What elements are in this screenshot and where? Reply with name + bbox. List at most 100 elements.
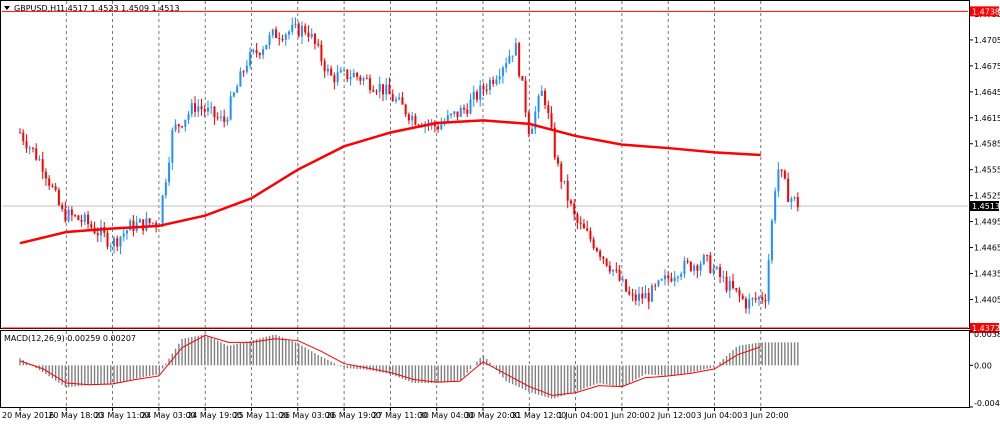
candle-body — [304, 26, 307, 33]
candle-body — [70, 209, 73, 216]
candle-body — [634, 294, 637, 301]
candle-body — [411, 115, 414, 121]
candle-body — [51, 185, 54, 187]
candle-body — [680, 273, 683, 277]
candle-body — [35, 148, 38, 160]
candle-body — [200, 106, 203, 109]
candle-body — [683, 260, 686, 274]
candle-body — [362, 78, 365, 81]
low-price-badge — [970, 323, 999, 333]
candle-body — [485, 89, 488, 91]
candle-body — [171, 130, 174, 163]
candle-body — [650, 285, 653, 302]
price-axis[interactable]: 1.47351.47051.46751.46451.46151.45851.45… — [969, 6, 1000, 333]
macd-axis[interactable]: 0.00388 0.00 -0.00471 — [969, 330, 1000, 408]
candle-body — [265, 44, 268, 50]
candle-body — [706, 255, 709, 257]
candle-body — [181, 126, 184, 128]
candle-body — [190, 103, 193, 115]
candle-body — [174, 124, 177, 131]
candle-body — [281, 38, 284, 40]
candle-body — [138, 219, 141, 223]
candle-body — [488, 79, 491, 91]
candle-body — [375, 91, 378, 93]
candle-body — [119, 236, 122, 247]
candle-body — [657, 280, 660, 286]
candle-body — [693, 265, 696, 271]
candle-body — [569, 200, 572, 204]
candle-body — [278, 37, 281, 39]
candle-body — [232, 92, 235, 97]
candle-body — [310, 33, 313, 37]
price-chart-frame[interactable] — [0, 0, 970, 329]
candle-body — [660, 279, 663, 281]
macd-tick-label: 0.00388 — [974, 330, 1000, 339]
candle-body — [320, 44, 323, 62]
candle-body — [262, 49, 265, 56]
time-tick-label: 30 May 20:00 — [465, 411, 520, 420]
candle-body — [770, 220, 773, 261]
candle-body — [268, 35, 271, 45]
time-tick-label: 3 Jun 20:00 — [743, 411, 789, 420]
candle-body — [466, 109, 469, 114]
candle-body — [151, 222, 154, 224]
candle-body — [206, 107, 209, 112]
candle-body — [505, 63, 508, 68]
candle-body — [592, 239, 595, 249]
candle-body — [618, 269, 621, 281]
candle-body — [702, 255, 705, 265]
time-tick-label: 1 Jun 20:00 — [604, 411, 650, 420]
candle-body — [356, 72, 359, 77]
candlestick-series — [19, 17, 799, 315]
macd-subwindow-frame[interactable] — [0, 330, 970, 408]
candle-body — [715, 266, 718, 269]
candle-body — [793, 197, 796, 199]
candle-body — [728, 281, 731, 291]
candle-body — [74, 215, 77, 217]
candle-body — [783, 170, 786, 179]
candle-body — [155, 222, 158, 227]
candle-body — [142, 219, 145, 231]
candle-body — [459, 107, 462, 117]
candle-body — [28, 147, 31, 149]
candle-body — [245, 65, 248, 72]
candle-body — [164, 182, 167, 196]
candle-body — [194, 103, 197, 112]
candle-body — [738, 289, 741, 296]
candle-body — [38, 159, 41, 161]
time-tick-label: 30 May 04:00 — [419, 411, 474, 420]
candle-body — [25, 141, 28, 149]
candle-body — [608, 265, 611, 272]
candle-body — [48, 178, 51, 186]
price-tick-label: 1.4675 — [974, 62, 1000, 71]
candle-body — [112, 238, 115, 247]
macd-tick-label: 0.00 — [974, 361, 992, 370]
candle-body — [676, 276, 679, 278]
price-tick-label: 1.4465 — [974, 244, 1000, 253]
candle-body — [735, 288, 738, 290]
moving-average-series — [19, 119, 761, 245]
chart-menu-triangle-icon[interactable] — [4, 6, 10, 10]
candle-body — [787, 178, 790, 202]
candle-body — [203, 108, 206, 112]
price-tick-label: 1.4435 — [974, 270, 1000, 279]
candle-body — [161, 195, 164, 225]
candle-body — [479, 85, 482, 100]
candle-body — [544, 90, 547, 106]
candle-body — [547, 105, 550, 114]
candle-body — [378, 84, 381, 92]
time-tick-label: 24 May 03:00 — [141, 411, 196, 420]
candle-body — [258, 53, 261, 56]
candle-body — [90, 224, 93, 228]
candle-body — [414, 115, 417, 125]
candle-body — [372, 90, 375, 92]
candle-body — [381, 84, 384, 95]
candle-body — [323, 61, 326, 72]
candle-body — [767, 260, 770, 302]
candle-body — [582, 223, 585, 229]
low-price-badge-label: 1.4372 — [972, 324, 1000, 333]
candle-body — [469, 99, 472, 114]
candle-body — [437, 126, 440, 130]
